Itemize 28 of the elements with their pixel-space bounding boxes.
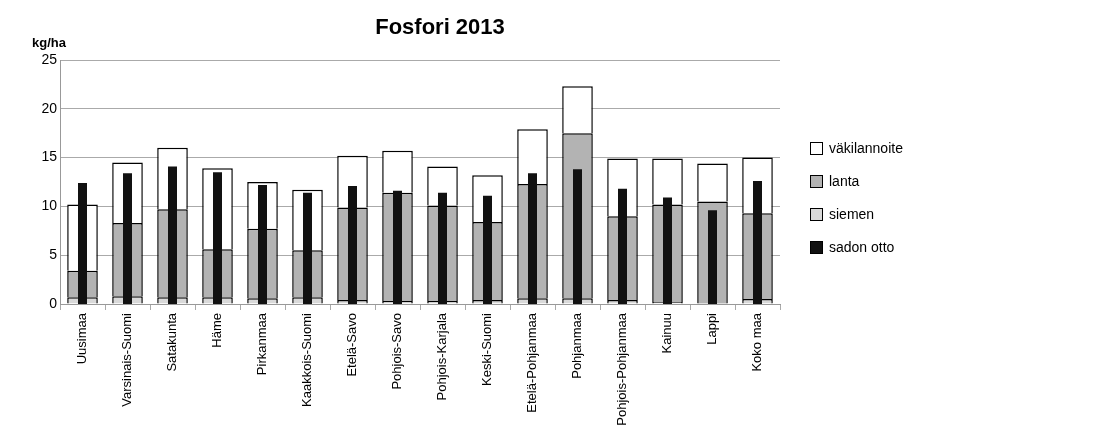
x-tick-label: Uusimaa	[74, 312, 90, 365]
x-tick-label: Lappi	[704, 312, 720, 345]
y-tick-label: 20	[41, 99, 58, 116]
x-tick-label: Etelä-Pohjanmaa	[524, 312, 540, 413]
x-tick-label: Kaakkois-Suomi	[299, 312, 315, 407]
y-axis-title: kg/ha	[32, 35, 67, 51]
y-tick-label: 25	[41, 50, 58, 67]
y-tick-label: 5	[49, 246, 58, 263]
x-tick-label: Pohjanmaa	[569, 312, 585, 379]
text: väkilannoite	[829, 140, 903, 156]
x-tick-label: Varsinais-Suomi	[119, 312, 135, 407]
x-tick-label: Koko maa	[749, 312, 765, 372]
x-tick-label: Pohjois-Savo	[389, 313, 405, 390]
x-tick-label: Keski-Suomi	[479, 312, 495, 386]
x-tick-label: Kainuu	[659, 313, 675, 354]
legend-label: sadon otto	[829, 239, 895, 255]
y-tick-label: 10	[41, 197, 58, 214]
x-tick-label: Satakunta	[164, 312, 180, 372]
x-tick-label: Pirkanmaa	[254, 312, 270, 376]
x-tick-label: Pohjois-Karjala	[434, 312, 450, 401]
y-tick-label: 0	[49, 294, 58, 311]
y-tick-label: 15	[41, 148, 58, 165]
legend-label: siemen	[829, 206, 875, 222]
x-tick-label: Pohjois-Pohjanmaa	[614, 312, 630, 426]
legend-label: lanta	[829, 173, 860, 189]
x-tick-label: Etelä-Savo	[344, 313, 360, 377]
x-tick-label: Häme	[209, 313, 225, 348]
chart-title: Fosfori 2013	[374, 14, 506, 40]
